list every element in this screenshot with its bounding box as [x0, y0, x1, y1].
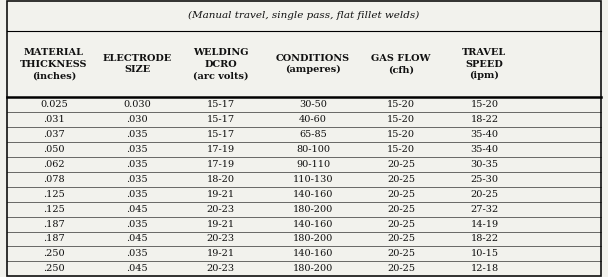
Text: 27-32: 27-32	[471, 205, 499, 214]
Text: 35-40: 35-40	[471, 145, 499, 154]
Text: 12-18: 12-18	[471, 264, 499, 273]
Text: TRAVEL
SPEED
(ipm): TRAVEL SPEED (ipm)	[462, 48, 506, 80]
Text: .035: .035	[126, 249, 148, 258]
Text: 15-20: 15-20	[387, 100, 415, 109]
Text: .035: .035	[126, 145, 148, 154]
Text: .035: .035	[126, 160, 148, 169]
Text: WELDING
DCRO
(arc volts): WELDING DCRO (arc volts)	[193, 48, 248, 80]
Text: .125: .125	[43, 205, 64, 214]
Text: 15-17: 15-17	[207, 115, 235, 124]
Text: GAS FLOW
(cfh): GAS FLOW (cfh)	[371, 54, 431, 74]
Text: .030: .030	[126, 115, 148, 124]
Text: 140-160: 140-160	[293, 249, 333, 258]
Text: 19-21: 19-21	[207, 220, 235, 229]
Text: 20-25: 20-25	[387, 264, 415, 273]
Text: .037: .037	[43, 130, 64, 139]
Text: 20-25: 20-25	[387, 235, 415, 243]
Text: MATERIAL
THICKNESS
(inches): MATERIAL THICKNESS (inches)	[20, 48, 88, 80]
Text: 15-20: 15-20	[471, 100, 499, 109]
Text: 10-15: 10-15	[471, 249, 499, 258]
Text: 20-25: 20-25	[387, 220, 415, 229]
Text: 20-23: 20-23	[207, 205, 235, 214]
Text: .050: .050	[43, 145, 64, 154]
Text: 20-25: 20-25	[387, 160, 415, 169]
Text: 180-200: 180-200	[293, 264, 333, 273]
Text: .035: .035	[126, 175, 148, 184]
Text: .035: .035	[126, 190, 148, 199]
Text: 80-100: 80-100	[296, 145, 330, 154]
Text: .062: .062	[43, 160, 64, 169]
Text: ELECTRODE
SIZE: ELECTRODE SIZE	[103, 54, 172, 74]
Text: 15-20: 15-20	[387, 145, 415, 154]
Text: 15-17: 15-17	[207, 130, 235, 139]
Text: 0.025: 0.025	[40, 100, 67, 109]
Text: 30-35: 30-35	[471, 160, 499, 169]
Text: .250: .250	[43, 249, 64, 258]
Text: .187: .187	[43, 235, 64, 243]
Text: .078: .078	[43, 175, 64, 184]
Text: 20-25: 20-25	[387, 205, 415, 214]
Text: 17-19: 17-19	[207, 145, 235, 154]
Text: 20-23: 20-23	[207, 264, 235, 273]
Text: .035: .035	[126, 220, 148, 229]
Text: 20-25: 20-25	[387, 190, 415, 199]
Text: 15-17: 15-17	[207, 100, 235, 109]
Text: .045: .045	[126, 264, 148, 273]
Text: 0.030: 0.030	[123, 100, 151, 109]
Text: 140-160: 140-160	[293, 190, 333, 199]
Text: 90-110: 90-110	[296, 160, 330, 169]
Text: 25-30: 25-30	[471, 175, 499, 184]
Text: 17-19: 17-19	[207, 160, 235, 169]
Text: 65-85: 65-85	[299, 130, 327, 139]
Text: (Manual travel, single pass, flat fillet welds): (Manual travel, single pass, flat fillet…	[188, 11, 420, 20]
Text: 110-130: 110-130	[293, 175, 333, 184]
Text: .045: .045	[126, 205, 148, 214]
Text: 140-160: 140-160	[293, 220, 333, 229]
Text: .045: .045	[126, 235, 148, 243]
Text: 35-40: 35-40	[471, 130, 499, 139]
Text: CONDITIONS
(amperes): CONDITIONS (amperes)	[276, 54, 350, 75]
Text: 180-200: 180-200	[293, 205, 333, 214]
Text: 18-20: 18-20	[207, 175, 235, 184]
Text: 20-25: 20-25	[471, 190, 499, 199]
Text: 20-23: 20-23	[207, 235, 235, 243]
Text: .250: .250	[43, 264, 64, 273]
Text: 20-25: 20-25	[387, 175, 415, 184]
Text: 40-60: 40-60	[299, 115, 327, 124]
Text: 18-22: 18-22	[471, 235, 499, 243]
Text: 20-25: 20-25	[387, 249, 415, 258]
Text: 19-21: 19-21	[207, 190, 235, 199]
Text: .035: .035	[126, 130, 148, 139]
Text: 14-19: 14-19	[471, 220, 499, 229]
Text: 18-22: 18-22	[471, 115, 499, 124]
Text: 15-20: 15-20	[387, 115, 415, 124]
Text: .187: .187	[43, 220, 64, 229]
Text: 180-200: 180-200	[293, 235, 333, 243]
Text: .031: .031	[43, 115, 64, 124]
Text: 30-50: 30-50	[299, 100, 327, 109]
Text: 15-20: 15-20	[387, 130, 415, 139]
Text: 19-21: 19-21	[207, 249, 235, 258]
Text: .125: .125	[43, 190, 64, 199]
